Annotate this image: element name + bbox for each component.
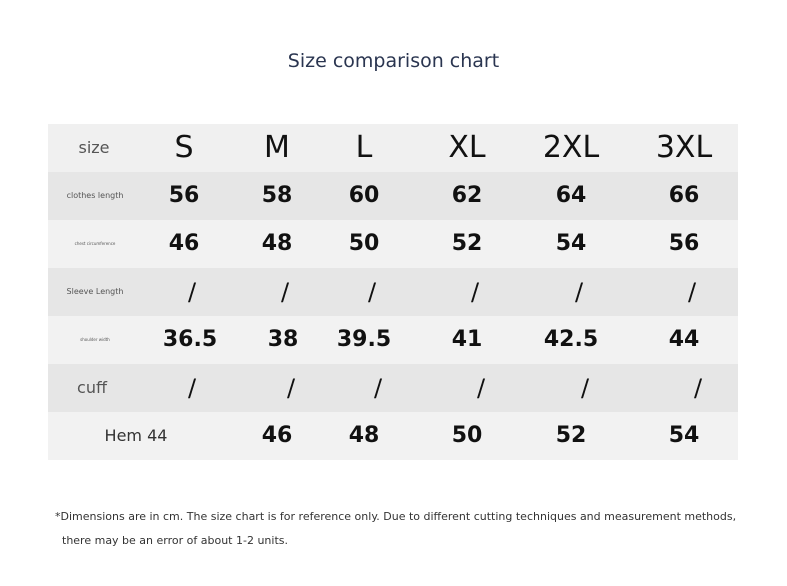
footnote-line-1: *Dimensions are in cm. The size chart is…: [55, 510, 737, 523]
table-cell: /: [574, 278, 584, 306]
table-row: cuff / / / / / /: [48, 364, 738, 412]
table-row: shoulder width 36.5 38 39.5 41 42.5 44: [48, 316, 738, 364]
table-cell: /: [687, 278, 697, 306]
size-header-cell: 3XL: [655, 130, 713, 165]
table-cell: 62: [451, 183, 483, 208]
size-header-cell: M: [264, 130, 290, 165]
table-cell: 64: [555, 183, 587, 208]
table-cell: 50: [348, 231, 380, 256]
table-cell: 56: [168, 183, 200, 208]
table-cell: /: [187, 278, 197, 306]
table-cell: 56: [668, 231, 700, 256]
row-label: chest circumference: [74, 241, 116, 246]
footnote-line-2: there may be an error of about 1-2 units…: [62, 534, 288, 547]
row-label: clothes length: [66, 191, 124, 200]
table-cell: 52: [451, 231, 483, 256]
table-cell: 48: [348, 423, 380, 448]
table-cell: /: [580, 374, 590, 402]
size-header-cell: XL: [448, 130, 486, 165]
table-cell: /: [367, 278, 377, 306]
table-cell: /: [280, 278, 290, 306]
table-cell: /: [373, 374, 383, 402]
table-row: clothes length 56 58 60 62 64 66: [48, 172, 738, 220]
page-title: Size comparison chart: [287, 50, 500, 72]
table-cell: 54: [555, 231, 587, 256]
table-cell: 66: [668, 183, 700, 208]
row-label: cuff: [77, 378, 107, 397]
table-row: chest circumference 46 48 50 52 54 56: [48, 220, 738, 268]
size-header-cell: 2XL: [542, 130, 600, 165]
table-cell: 60: [348, 183, 380, 208]
table-cell: 36.5: [162, 327, 218, 352]
table-cell: 46: [168, 231, 200, 256]
table-cell: 38: [267, 327, 299, 352]
table-cell: /: [187, 374, 197, 402]
header-label: size: [78, 138, 110, 157]
row-label: Hem 44: [104, 426, 168, 445]
row-label: Sleeve Length: [66, 287, 124, 296]
table-cell: 41: [451, 327, 483, 352]
table-cell: 42.5: [543, 327, 599, 352]
table-row: Sleeve Length / / / / / /: [48, 268, 738, 316]
table-row: Hem 44 46 48 50 52 54: [48, 412, 738, 460]
table-cell: 58: [261, 183, 293, 208]
table-cell: /: [693, 374, 703, 402]
table-cell: 54: [668, 423, 700, 448]
table-cell: 52: [555, 423, 587, 448]
table-cell: /: [476, 374, 486, 402]
size-table: size S M L XL 2XL 3XL clothes length 56 58 60 62 6…: [48, 124, 738, 460]
table-cell: 50: [451, 423, 483, 448]
row-label: shoulder width: [80, 337, 110, 342]
table-cell: 48: [261, 231, 293, 256]
table-cell: 39.5: [336, 327, 392, 352]
table-cell: /: [286, 374, 296, 402]
table-cell: 44: [668, 327, 700, 352]
table-cell: 46: [261, 423, 293, 448]
size-header-cell: L: [355, 130, 373, 165]
table-cell: /: [470, 278, 480, 306]
table-header-row: size S M L XL 2XL 3XL: [48, 124, 738, 172]
size-header-cell: S: [174, 130, 194, 165]
